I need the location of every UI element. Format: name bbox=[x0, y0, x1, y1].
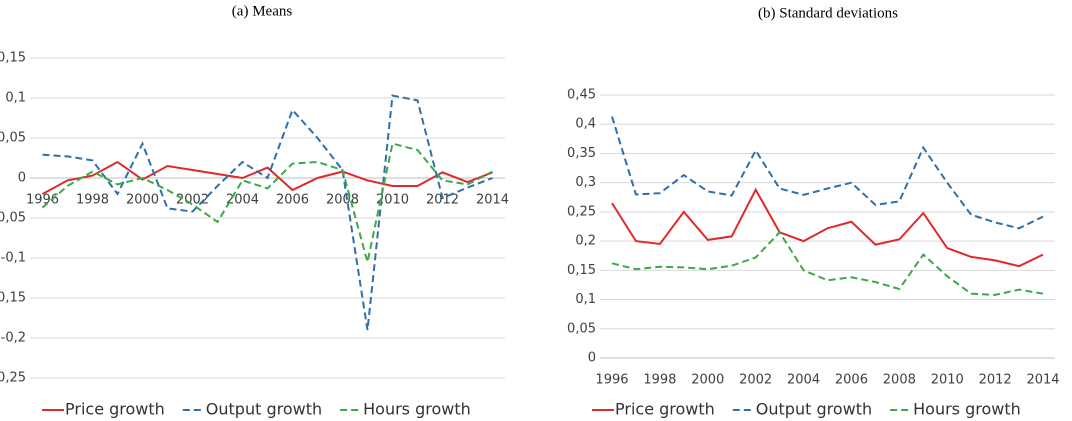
y-tick-label: 0,2 bbox=[575, 234, 596, 249]
x-tick-label: 2004 bbox=[226, 193, 259, 208]
series-line bbox=[611, 187, 1044, 268]
x-tick-label: 2000 bbox=[691, 373, 724, 388]
x-tick-label: 2008 bbox=[326, 193, 359, 208]
x-tick-label: 2002 bbox=[739, 373, 772, 388]
x-tick-label: 2008 bbox=[883, 373, 916, 388]
legend-label: Output growth bbox=[756, 400, 872, 419]
chart-title: (a) Means bbox=[232, 3, 293, 19]
y-tick-label: -0,15 bbox=[0, 291, 26, 306]
series-line bbox=[42, 94, 493, 331]
x-tick-label: 1996 bbox=[595, 373, 628, 388]
y-tick-label: 0,05 bbox=[567, 321, 596, 336]
y-tick-label: 0,15 bbox=[567, 263, 596, 278]
legend-label: Price growth bbox=[65, 400, 165, 419]
y-tick-label: 0,35 bbox=[567, 146, 596, 161]
chart-title: (b) Standard deviations bbox=[758, 5, 898, 21]
y-tick-label: 0,1 bbox=[575, 292, 596, 307]
y-tick-label: 0 bbox=[588, 351, 596, 366]
y-tick-label: 0,25 bbox=[567, 204, 596, 219]
x-tick-label: 2006 bbox=[276, 193, 309, 208]
y-tick-label: 0,05 bbox=[0, 131, 26, 146]
x-tick-label: 2014 bbox=[476, 193, 509, 208]
x-tick-label: 1996 bbox=[26, 193, 59, 208]
legend-label: Price growth bbox=[615, 400, 715, 419]
y-tick-label: 0,45 bbox=[567, 88, 596, 103]
x-tick-label: 2010 bbox=[931, 373, 964, 388]
x-tick-label: 2000 bbox=[126, 193, 159, 208]
series-line bbox=[611, 230, 1044, 296]
x-tick-label: 2010 bbox=[376, 193, 409, 208]
x-tick-label: 2006 bbox=[835, 373, 868, 388]
series-line bbox=[42, 160, 493, 195]
y-tick-label: -0,25 bbox=[0, 371, 26, 386]
x-tick-label: 2012 bbox=[426, 193, 459, 208]
x-tick-label: 2012 bbox=[979, 373, 1012, 388]
x-tick-label: 2004 bbox=[787, 373, 820, 388]
legend-label: Output growth bbox=[206, 400, 322, 419]
y-tick-label: 0,15 bbox=[0, 51, 26, 66]
y-tick-label: -0,05 bbox=[0, 211, 26, 226]
x-tick-label: 1998 bbox=[643, 373, 676, 388]
y-tick-label: 0,3 bbox=[575, 175, 596, 190]
y-tick-label: -0,1 bbox=[1, 251, 26, 266]
y-tick-label: 0,1 bbox=[5, 91, 26, 106]
series-line bbox=[611, 116, 1044, 230]
y-tick-label: -0,2 bbox=[1, 331, 26, 346]
legend-label: Hours growth bbox=[913, 400, 1021, 419]
x-tick-label: 1998 bbox=[76, 193, 109, 208]
y-tick-label: 0 bbox=[18, 171, 26, 186]
legend-label: Hours growth bbox=[363, 400, 471, 419]
x-tick-label: 2014 bbox=[1026, 373, 1059, 388]
series-line bbox=[41, 142, 493, 263]
y-tick-label: 0,4 bbox=[575, 117, 596, 132]
